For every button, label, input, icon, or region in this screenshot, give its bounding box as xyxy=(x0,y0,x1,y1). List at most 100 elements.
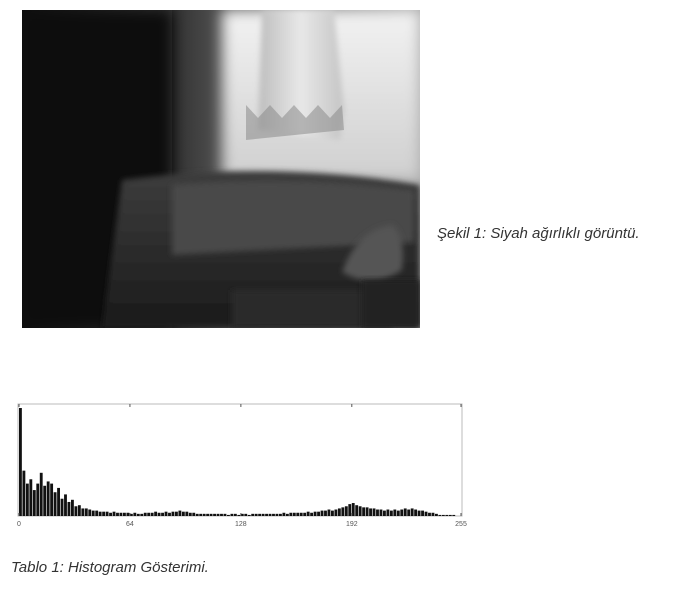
histogram-bar xyxy=(95,510,99,516)
histogram-bar xyxy=(379,509,383,516)
histogram-bar xyxy=(445,514,449,516)
histogram-bar xyxy=(105,511,109,516)
histogram-bar xyxy=(365,507,369,516)
histogram-bar xyxy=(157,512,161,516)
histogram-bar xyxy=(25,483,29,516)
histogram-bar xyxy=(296,512,300,516)
histogram-bar xyxy=(150,512,154,516)
histogram-bar xyxy=(372,508,376,516)
histogram-bar xyxy=(136,513,140,516)
histogram-chart: 0 64 128 192 255 xyxy=(14,402,468,532)
histogram-bar xyxy=(386,509,390,516)
histogram-bar xyxy=(178,510,182,516)
histogram-bar xyxy=(282,512,286,516)
histogram-bar xyxy=(227,514,230,516)
histogram-bar xyxy=(116,512,119,516)
histogram-bar xyxy=(209,513,213,516)
histogram-bar xyxy=(133,512,137,516)
histogram-bar xyxy=(441,514,445,516)
histogram-bar xyxy=(202,513,206,516)
histogram-bar xyxy=(36,483,40,516)
histogram-bar xyxy=(334,509,338,516)
histogram-bar xyxy=(129,513,133,516)
histogram-bar xyxy=(313,511,317,516)
histogram-bar xyxy=(181,511,185,516)
histogram-bar xyxy=(84,508,88,516)
histogram-bar xyxy=(410,508,414,516)
histogram-bar xyxy=(233,513,237,516)
histogram-bar xyxy=(109,512,112,516)
histogram-bar xyxy=(220,513,223,516)
histogram-bar xyxy=(272,513,275,516)
histogram-bar xyxy=(71,499,74,516)
histogram-bar xyxy=(268,513,272,516)
histogram-bar xyxy=(351,503,355,516)
histogram-bar xyxy=(285,513,289,516)
histogram-bar xyxy=(261,513,265,516)
histogram-bar xyxy=(67,501,71,516)
histogram-bar xyxy=(237,514,241,516)
histogram-bar xyxy=(19,408,22,516)
histogram-bar xyxy=(126,512,130,516)
histogram-bar xyxy=(424,511,428,516)
histogram-bar xyxy=(337,508,341,516)
x-tick-label: 64 xyxy=(126,521,134,528)
x-tick-label: 255 xyxy=(455,521,467,528)
histogram-bar xyxy=(143,512,147,516)
histogram-bar xyxy=(50,483,54,516)
histogram-bar xyxy=(77,505,81,516)
histogram-bar xyxy=(303,512,307,516)
histogram-bar xyxy=(396,510,400,516)
histogram-bar xyxy=(91,510,95,516)
histogram-bar xyxy=(22,470,26,516)
histogram-bar xyxy=(452,514,456,516)
x-tick-label: 192 xyxy=(346,521,358,528)
histogram-bar xyxy=(251,513,255,516)
histogram-bar xyxy=(175,511,178,516)
histogram-bar xyxy=(192,512,196,516)
histogram-bar xyxy=(213,513,216,516)
histogram-bar xyxy=(29,479,33,516)
histogram-bar xyxy=(407,509,411,516)
histogram-bar xyxy=(230,513,234,516)
x-axis-ticks: 0 64 128 192 255 xyxy=(17,404,467,528)
x-tick-label: 128 xyxy=(235,521,247,528)
histogram-bar xyxy=(310,512,314,516)
histogram-bar xyxy=(147,512,151,516)
histogram-bar xyxy=(400,509,404,516)
histogram-bar xyxy=(254,513,258,516)
histogram-bar xyxy=(53,492,57,516)
histogram-bar xyxy=(279,513,282,516)
histogram-bar xyxy=(140,513,144,516)
histogram-bar xyxy=(123,512,126,516)
histogram-bar xyxy=(431,512,435,516)
histogram-bar xyxy=(199,513,203,516)
histogram-bar xyxy=(265,513,268,516)
histogram-bar xyxy=(258,513,262,516)
histogram-bar xyxy=(389,510,393,516)
histogram-bar xyxy=(223,513,227,516)
histogram-bar xyxy=(306,511,310,516)
histogram-bar xyxy=(331,510,334,516)
histogram-bar xyxy=(32,490,36,516)
x-tick-label: 0 xyxy=(17,521,21,528)
histogram-bar xyxy=(39,472,43,516)
histogram-bar xyxy=(119,512,123,516)
histogram-bar xyxy=(362,507,366,516)
histogram-bar xyxy=(161,512,164,516)
histogram-bar xyxy=(185,511,189,516)
histogram-bar xyxy=(206,513,210,516)
histogram-bar xyxy=(327,509,331,516)
histogram-bar xyxy=(81,508,85,516)
histogram-bar xyxy=(438,514,442,516)
histogram-bar xyxy=(448,514,452,516)
histogram-bar xyxy=(383,510,386,516)
histogram-bar xyxy=(414,509,418,516)
histogram-bar xyxy=(57,487,60,516)
histogram-bar xyxy=(171,511,175,516)
histogram-bar xyxy=(98,511,102,516)
histogram-bar xyxy=(358,506,362,516)
histogram-bar xyxy=(168,512,171,516)
histogram-bar xyxy=(292,512,296,516)
histogram-bar xyxy=(324,510,327,516)
